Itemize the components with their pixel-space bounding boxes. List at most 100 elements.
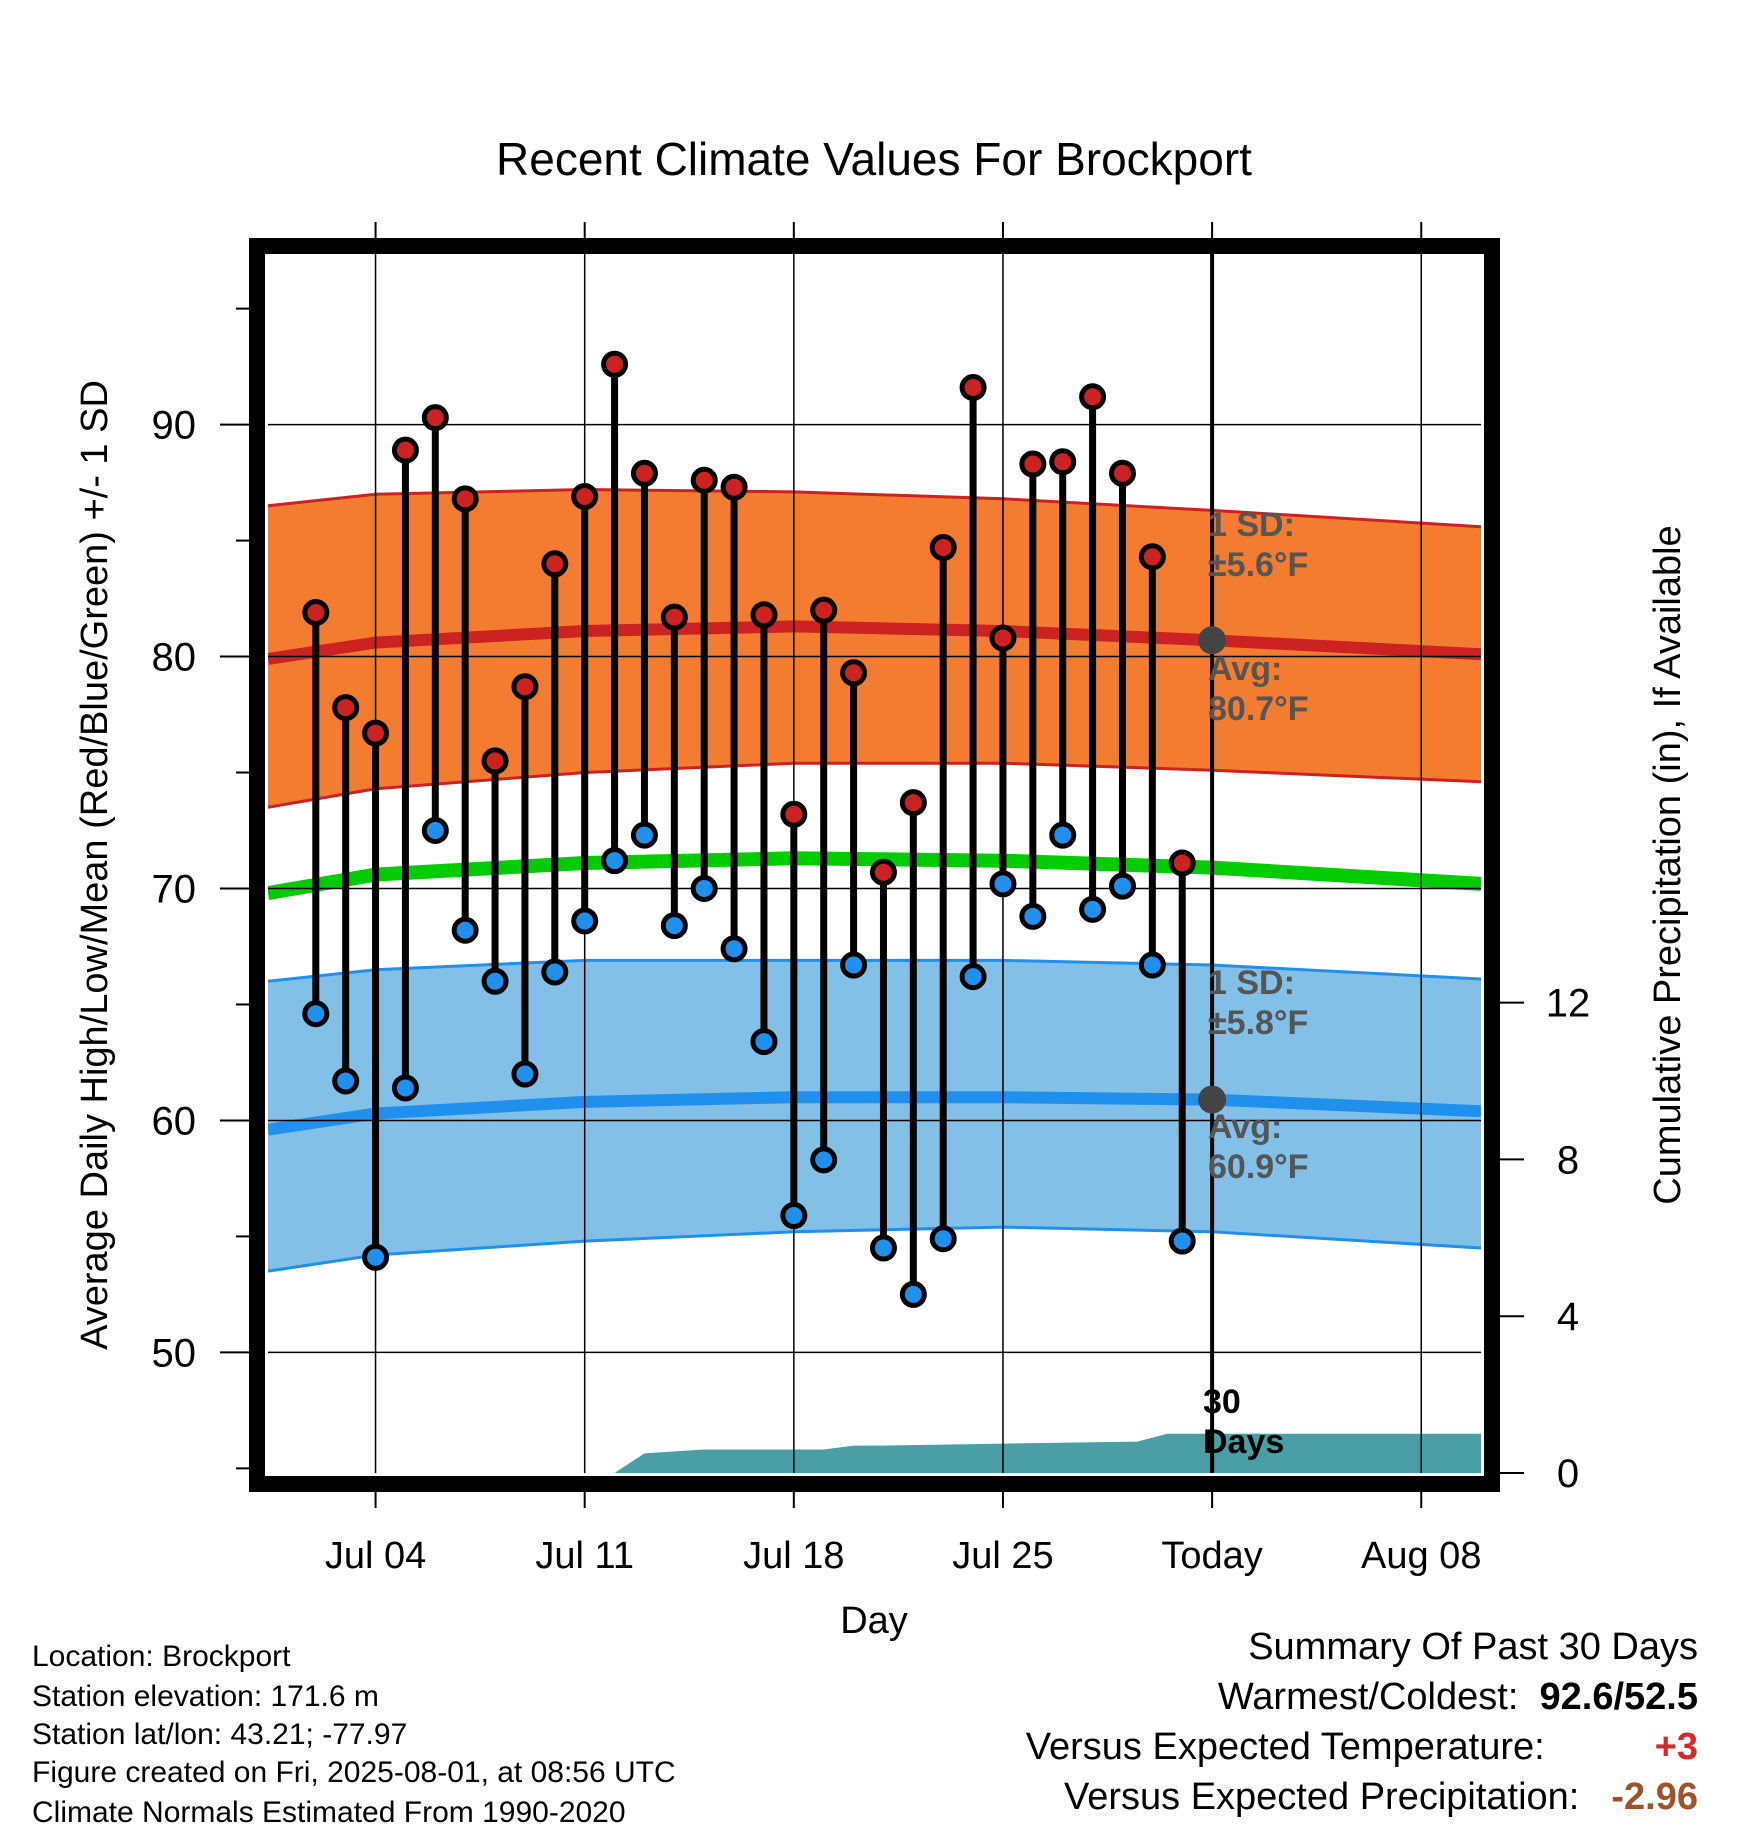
low-sd-annotation-line: ±5.8°F bbox=[1208, 1004, 1308, 1042]
daily-low-point bbox=[690, 874, 718, 902]
daily-high-point bbox=[929, 534, 957, 562]
daily-low-point bbox=[899, 1280, 927, 1308]
today-days-label-line: Days bbox=[1203, 1423, 1284, 1461]
daily-high-point bbox=[302, 598, 330, 626]
x-tick-label: Jul 04 bbox=[325, 1535, 426, 1577]
y-tick-label: 90 bbox=[152, 404, 197, 448]
daily-high-point bbox=[421, 404, 449, 432]
daily-low-point bbox=[720, 935, 748, 963]
today-days-label: 30 Days bbox=[1203, 1383, 1284, 1461]
y2-tick-label: 8 bbox=[1557, 1138, 1579, 1182]
daily-low-point bbox=[302, 1000, 330, 1028]
daily-high-point bbox=[391, 436, 419, 464]
daily-high-point bbox=[630, 459, 658, 487]
y2-tick-label: 4 bbox=[1557, 1295, 1579, 1339]
daily-high-point bbox=[840, 659, 868, 687]
daily-high-point bbox=[481, 747, 509, 775]
daily-low-point bbox=[571, 907, 599, 935]
footer-created: Figure created on Fri, 2025-08-01, at 08… bbox=[32, 1756, 676, 1789]
daily-low-point bbox=[959, 963, 987, 991]
y-tick-label: 50 bbox=[152, 1331, 197, 1375]
daily-low-point bbox=[1138, 951, 1166, 979]
daily-low-point bbox=[780, 1202, 808, 1230]
precipitation-area bbox=[268, 1433, 1481, 1473]
daily-high-point bbox=[869, 858, 897, 886]
summary-precipitation: Versus Expected Precipitation: -2.96 bbox=[1064, 1776, 1698, 1819]
daily-high-point bbox=[362, 719, 390, 747]
daily-low-point bbox=[630, 821, 658, 849]
precipitation-value: -2.96 bbox=[1611, 1776, 1698, 1818]
axes: Jul 04 Jul 11 Jul 18 Jul 25 Today Aug 08 50 60 7… bbox=[152, 222, 1591, 1577]
x-tick-label: Aug 08 bbox=[1361, 1535, 1481, 1577]
y-tick-label: 60 bbox=[152, 1099, 197, 1143]
y-tick-label: 80 bbox=[152, 636, 197, 680]
plot-frame bbox=[249, 238, 1500, 1492]
daily-low-point bbox=[840, 951, 868, 979]
daily-high-point bbox=[571, 483, 599, 511]
low-avg-annotation: Avg: 60.9°F bbox=[1208, 1108, 1309, 1186]
summary-temperature: Versus Expected Temperature: +3 bbox=[1026, 1726, 1698, 1769]
y2-tick-label: 12 bbox=[1546, 982, 1591, 1026]
summary-warmest-coldest: Warmest/Coldest: 92.6/52.5 bbox=[1218, 1676, 1698, 1719]
daily-high-point bbox=[810, 596, 838, 624]
daily-high-point bbox=[899, 789, 927, 817]
low-sd-band bbox=[268, 960, 1481, 1272]
high-avg-annotation-line: 80.7°F bbox=[1208, 690, 1309, 728]
daily-high-point bbox=[959, 373, 987, 401]
temperature-value: +3 bbox=[1654, 1726, 1698, 1768]
warmest-coldest-value: 92.6/52.5 bbox=[1539, 1676, 1698, 1718]
daily-low-point bbox=[1108, 872, 1136, 900]
y-axis-label: Average Daily High/Low/Mean (Red/Blue/Gr… bbox=[74, 380, 116, 1350]
low-sd-annotation: 1 SD: ±5.8°F bbox=[1208, 964, 1308, 1042]
daily-high-point bbox=[780, 800, 808, 828]
low-avg-annotation-line: Avg: bbox=[1208, 1108, 1282, 1146]
daily-low-point bbox=[511, 1060, 539, 1088]
x-tick-label: Jul 11 bbox=[535, 1535, 634, 1577]
daily-low-point bbox=[989, 870, 1017, 898]
daily-low-point bbox=[869, 1234, 897, 1262]
daily-low-point bbox=[421, 817, 449, 845]
daily-low-point bbox=[601, 847, 629, 875]
precipitation-label: Versus Expected Precipitation: bbox=[1063, 1776, 1580, 1818]
y2-tick-label: 0 bbox=[1557, 1452, 1579, 1496]
daily-low-point bbox=[362, 1243, 390, 1271]
high-avg-annotation: Avg: 80.7°F bbox=[1208, 650, 1309, 728]
footer-latlon: Station lat/lon: 43.21; -77.97 bbox=[32, 1718, 408, 1751]
daily-low-point bbox=[1049, 821, 1077, 849]
daily-low-point bbox=[750, 1028, 778, 1056]
daily-low-point bbox=[332, 1067, 360, 1095]
high-avg-marker bbox=[1198, 626, 1227, 655]
daily-high-point bbox=[451, 485, 479, 513]
x-tick-label: Today bbox=[1161, 1535, 1262, 1577]
daily-high-point bbox=[1019, 450, 1047, 478]
daily-low-point bbox=[660, 912, 688, 940]
daily-high-point bbox=[1168, 849, 1196, 877]
daily-low-point bbox=[810, 1146, 838, 1174]
daily-low-point bbox=[481, 967, 509, 995]
daily-high-point bbox=[332, 694, 360, 722]
temperature-label: Versus Expected Temperature: bbox=[1025, 1726, 1545, 1768]
high-sd-annotation-line: 1 SD: bbox=[1208, 506, 1295, 544]
high-sd-annotation-line: ±5.6°F bbox=[1208, 546, 1308, 584]
x-tick-label: Jul 25 bbox=[952, 1535, 1053, 1577]
footer-location: Location: Brockport bbox=[32, 1640, 291, 1673]
chart-title: Recent Climate Values For Brockport bbox=[496, 133, 1252, 185]
daily-high-point bbox=[720, 473, 748, 501]
low-avg-annotation-line: 60.9°F bbox=[1208, 1148, 1309, 1186]
daily-high-point bbox=[1049, 448, 1077, 476]
warmest-coldest-label: Warmest/Coldest: bbox=[1217, 1676, 1519, 1718]
daily-high-point bbox=[690, 466, 718, 494]
high-sd-band bbox=[268, 489, 1481, 808]
x-tick-label: Jul 18 bbox=[743, 1535, 844, 1577]
daily-low-point bbox=[1079, 895, 1107, 923]
daily-high-point bbox=[541, 550, 569, 578]
summary-title: Summary Of Past 30 Days bbox=[1248, 1626, 1698, 1668]
daily-high-point bbox=[1138, 543, 1166, 571]
high-avg-annotation-line: Avg: bbox=[1208, 650, 1282, 688]
footer-elevation: Station elevation: 171.6 m bbox=[32, 1680, 379, 1713]
daily-high-point bbox=[601, 350, 629, 378]
daily-low-point bbox=[451, 916, 479, 944]
daily-low-point bbox=[1019, 902, 1047, 930]
high-sd-annotation: 1 SD: ±5.6°F bbox=[1208, 506, 1308, 584]
